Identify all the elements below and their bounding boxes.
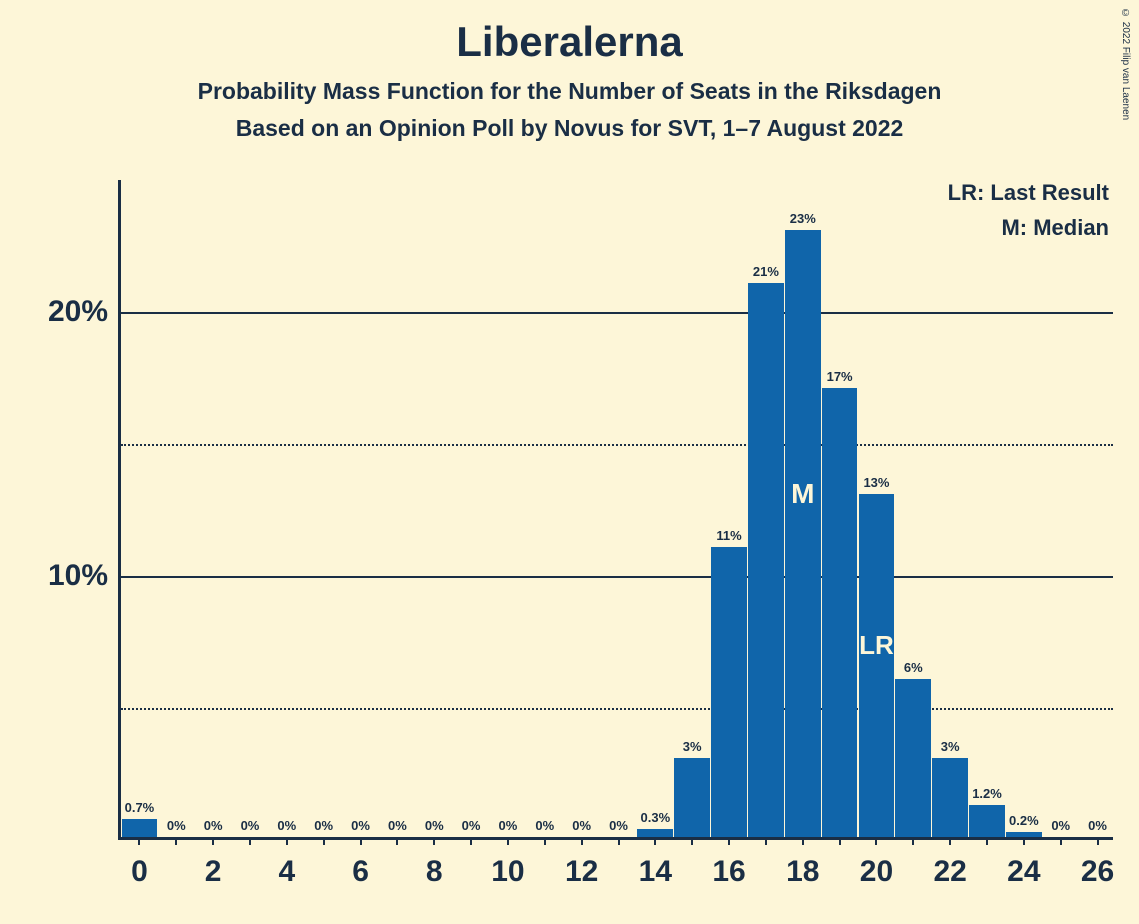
x-tick bbox=[949, 837, 951, 845]
x-tick bbox=[286, 837, 288, 845]
bar bbox=[748, 283, 784, 837]
bar-value-label: 0.7% bbox=[125, 800, 155, 815]
x-tick bbox=[1023, 837, 1025, 845]
x-tick bbox=[618, 837, 620, 845]
x-tick bbox=[396, 837, 398, 845]
bar bbox=[637, 829, 673, 837]
bar-value-label: 17% bbox=[827, 369, 853, 384]
x-tick bbox=[875, 837, 877, 845]
bar-value-label: 0% bbox=[462, 818, 481, 833]
x-axis-label: 22 bbox=[933, 855, 966, 889]
x-axis-label: 0 bbox=[131, 855, 148, 889]
bar-value-label: 0% bbox=[351, 818, 370, 833]
bar-value-label: 21% bbox=[753, 264, 779, 279]
x-tick bbox=[765, 837, 767, 845]
bar bbox=[969, 805, 1005, 837]
bar-value-label: 1.2% bbox=[972, 786, 1002, 801]
x-tick bbox=[212, 837, 214, 845]
x-axis-label: 24 bbox=[1007, 855, 1040, 889]
bar-value-label: 0% bbox=[425, 818, 444, 833]
bar bbox=[859, 494, 895, 837]
bar bbox=[895, 679, 931, 837]
x-axis-label: 10 bbox=[491, 855, 524, 889]
chart-subtitle-1: Probability Mass Function for the Number… bbox=[0, 78, 1139, 105]
bar-value-label: 0% bbox=[535, 818, 554, 833]
bar-value-label: 0.2% bbox=[1009, 813, 1039, 828]
bar-value-label: 6% bbox=[904, 660, 923, 675]
x-tick bbox=[1097, 837, 1099, 845]
x-axis-label: 8 bbox=[426, 855, 443, 889]
gridline-major bbox=[121, 312, 1113, 314]
x-axis-label: 26 bbox=[1081, 855, 1114, 889]
x-tick bbox=[802, 837, 804, 845]
median-marker: M bbox=[791, 478, 814, 510]
x-axis-label: 18 bbox=[786, 855, 819, 889]
bar bbox=[822, 388, 858, 837]
x-tick bbox=[986, 837, 988, 845]
chart-title: Liberalerna bbox=[0, 0, 1139, 66]
bar-value-label: 11% bbox=[716, 528, 741, 543]
y-axis-label: 20% bbox=[48, 295, 108, 329]
bar-value-label: 13% bbox=[863, 475, 889, 490]
bar-value-label: 0% bbox=[167, 818, 186, 833]
x-tick bbox=[249, 837, 251, 845]
x-tick bbox=[581, 837, 583, 845]
x-tick bbox=[138, 837, 140, 845]
bar-value-label: 0% bbox=[314, 818, 333, 833]
x-tick bbox=[323, 837, 325, 845]
last-result-marker: LR bbox=[859, 630, 894, 661]
bar bbox=[932, 758, 968, 837]
bar-value-label: 0% bbox=[572, 818, 591, 833]
y-axis-label: 10% bbox=[48, 559, 108, 593]
x-tick bbox=[691, 837, 693, 845]
bar-value-label: 0% bbox=[609, 818, 628, 833]
x-tick bbox=[654, 837, 656, 845]
bar-value-label: 0% bbox=[1051, 818, 1070, 833]
x-axis-label: 4 bbox=[278, 855, 295, 889]
x-tick bbox=[544, 837, 546, 845]
x-axis-label: 6 bbox=[352, 855, 369, 889]
x-tick bbox=[1060, 837, 1062, 845]
bar bbox=[1006, 832, 1042, 837]
bar-value-label: 3% bbox=[683, 739, 702, 754]
x-tick bbox=[470, 837, 472, 845]
x-tick bbox=[360, 837, 362, 845]
bar-value-label: 0.3% bbox=[641, 810, 671, 825]
bar-value-label: 0% bbox=[277, 818, 296, 833]
bar-value-label: 0% bbox=[204, 818, 223, 833]
x-tick bbox=[839, 837, 841, 845]
x-tick bbox=[175, 837, 177, 845]
bar-value-label: 0% bbox=[241, 818, 260, 833]
x-axis-label: 2 bbox=[205, 855, 222, 889]
bar bbox=[785, 230, 821, 837]
bar-value-label: 3% bbox=[941, 739, 960, 754]
bar bbox=[674, 758, 710, 837]
x-axis-label: 14 bbox=[639, 855, 672, 889]
bar-value-label: 0% bbox=[499, 818, 518, 833]
x-axis-label: 20 bbox=[860, 855, 893, 889]
bar-value-label: 0% bbox=[388, 818, 407, 833]
chart-subtitle-2: Based on an Opinion Poll by Novus for SV… bbox=[0, 115, 1139, 142]
gridline-major bbox=[121, 576, 1113, 578]
bar bbox=[122, 819, 158, 837]
gridline-minor bbox=[121, 708, 1113, 710]
gridline-minor bbox=[121, 444, 1113, 446]
x-tick bbox=[433, 837, 435, 845]
x-tick bbox=[507, 837, 509, 845]
bar-value-label: 23% bbox=[790, 211, 816, 226]
x-tick bbox=[728, 837, 730, 845]
chart-plot: 10%20%024681012141618202224260.7%0%0%0%0… bbox=[118, 180, 1113, 840]
x-tick bbox=[912, 837, 914, 845]
x-axis-label: 12 bbox=[565, 855, 598, 889]
chart-area: 10%20%024681012141618202224260.7%0%0%0%0… bbox=[118, 180, 1113, 840]
x-axis-label: 16 bbox=[712, 855, 745, 889]
bar bbox=[711, 547, 747, 837]
copyright-text: © 2022 Filip van Laenen bbox=[1120, 8, 1131, 120]
bar-value-label: 0% bbox=[1088, 818, 1107, 833]
